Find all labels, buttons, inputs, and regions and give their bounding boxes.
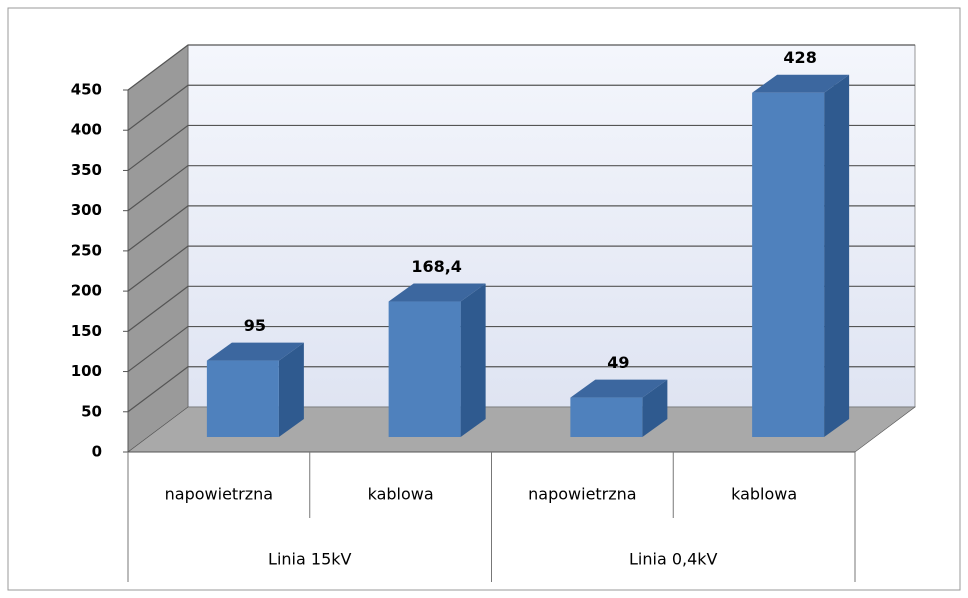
bar-top: [388, 283, 486, 302]
value-label: 49: [607, 353, 629, 372]
grid-line: [127, 44, 915, 91]
grid-line: [127, 165, 915, 212]
x-tick-label: kablowa: [731, 485, 797, 504]
y-tick-label: 400: [71, 121, 102, 139]
y-tick-label: 450: [71, 81, 102, 99]
y-tick-label: 250: [71, 241, 102, 259]
group-label: Linia 15kV: [268, 550, 351, 569]
y-tick-label: 150: [71, 322, 102, 340]
bar: [206, 360, 279, 437]
bar-top: [206, 342, 304, 361]
bar-side: [642, 379, 668, 437]
bar-top: [752, 74, 850, 93]
y-tick-label: 100: [71, 362, 102, 380]
grid-line: [127, 285, 915, 332]
y-tick-label: 300: [71, 201, 102, 219]
y-tick-label: 350: [71, 161, 102, 179]
bar: [388, 301, 461, 437]
group-label: Linia 0,4kV: [629, 550, 718, 569]
bar: [570, 397, 643, 437]
grid-line: [127, 205, 915, 252]
value-label: 428: [783, 48, 816, 67]
grid-line: [127, 124, 915, 171]
y-tick-label: 50: [81, 402, 102, 420]
bar-top: [570, 379, 668, 398]
y-tick-label: 0: [92, 443, 102, 461]
value-label: 168,4: [411, 257, 462, 276]
x-tick-label: napowietrzna: [528, 485, 636, 504]
bar-side: [824, 74, 850, 437]
bar-side: [460, 283, 486, 437]
x-tick-label: napowietrzna: [165, 485, 273, 504]
side-wall: [127, 44, 189, 453]
x-tick-label: kablowa: [368, 485, 434, 504]
grid-line: [127, 325, 915, 373]
bar-side: [278, 342, 304, 437]
grid-line: [127, 84, 915, 131]
grid-line: [127, 245, 915, 292]
y-tick-label: 200: [71, 282, 102, 300]
value-label: 95: [244, 316, 266, 335]
bar: [752, 92, 825, 437]
grid-line: [127, 366, 915, 413]
